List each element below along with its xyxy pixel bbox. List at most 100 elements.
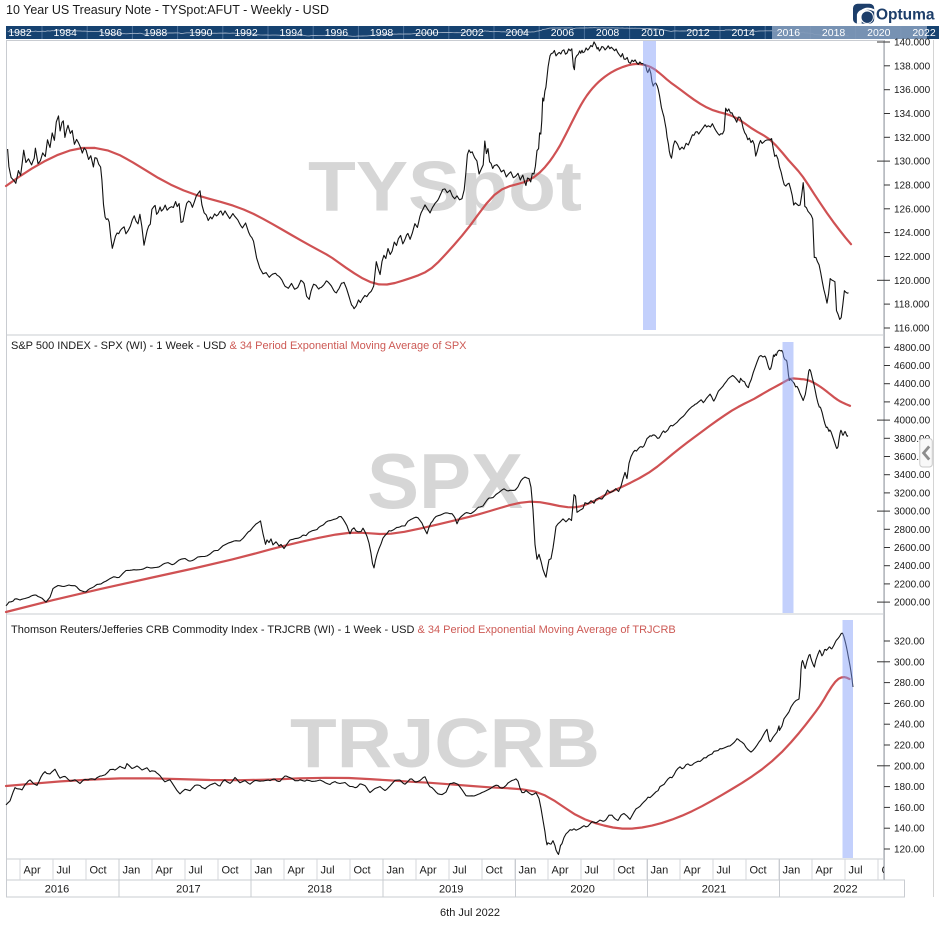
svg-text:1988: 1988: [144, 27, 168, 39]
svg-text:138.000: 138.000: [894, 61, 931, 72]
svg-text:2018: 2018: [822, 27, 846, 39]
svg-text:2000: 2000: [415, 27, 439, 39]
svg-text:Jul: Jul: [717, 865, 731, 877]
svg-text:126.000: 126.000: [894, 204, 931, 215]
svg-text:Oct: Oct: [882, 865, 899, 877]
svg-text:Jan: Jan: [387, 865, 405, 877]
svg-text:Jan: Jan: [255, 865, 273, 877]
svg-text:Jul: Jul: [57, 865, 71, 877]
svg-text:Jan: Jan: [783, 865, 801, 877]
svg-text:2016: 2016: [777, 27, 801, 39]
svg-text:Jul: Jul: [585, 865, 599, 877]
svg-text:S&P 500 INDEX - SPX (WI) - 1 W: S&P 500 INDEX - SPX (WI) - 1 Week - USD …: [11, 340, 467, 352]
svg-text:Jan: Jan: [519, 865, 537, 877]
svg-text:Jul: Jul: [453, 865, 467, 877]
svg-text:Oct: Oct: [222, 865, 239, 877]
svg-text:2012: 2012: [686, 27, 710, 39]
svg-text:200.00: 200.00: [894, 761, 925, 772]
svg-text:TRJCRB: TRJCRB: [290, 704, 600, 782]
svg-text:1982: 1982: [8, 27, 32, 39]
svg-text:1996: 1996: [325, 27, 349, 39]
svg-text:Oct: Oct: [750, 865, 767, 877]
svg-text:2000.00: 2000.00: [894, 598, 931, 609]
svg-text:120.00: 120.00: [894, 845, 925, 856]
svg-text:Jan: Jan: [651, 865, 669, 877]
svg-text:Thomson Reuters/Jefferies CRB: Thomson Reuters/Jefferies CRB Commodity …: [11, 624, 676, 636]
svg-text:140.00: 140.00: [894, 824, 925, 835]
svg-text:Apr: Apr: [552, 865, 569, 877]
svg-text:2019: 2019: [439, 884, 463, 896]
svg-text:4000.00: 4000.00: [894, 416, 931, 427]
svg-text:2006: 2006: [551, 27, 575, 39]
svg-text:Apr: Apr: [420, 865, 437, 877]
svg-text:2800.00: 2800.00: [894, 525, 931, 536]
svg-text:Oct: Oct: [354, 865, 371, 877]
svg-text:Jul: Jul: [321, 865, 335, 877]
svg-text:3400.00: 3400.00: [894, 470, 931, 481]
svg-text:3200.00: 3200.00: [894, 488, 931, 499]
svg-text:280.00: 280.00: [894, 678, 925, 689]
svg-text:10 Year US Treasury Note - TYS: 10 Year US Treasury Note - TYSpot:AFUT -…: [6, 3, 329, 17]
svg-text:240.00: 240.00: [894, 720, 925, 731]
svg-text:1998: 1998: [370, 27, 394, 39]
svg-text:2022: 2022: [912, 27, 936, 39]
svg-text:2200.00: 2200.00: [894, 579, 931, 590]
svg-text:Apr: Apr: [288, 865, 305, 877]
svg-text:2400.00: 2400.00: [894, 561, 931, 572]
svg-text:300.00: 300.00: [894, 657, 925, 668]
svg-text:TYSpot: TYSpot: [308, 147, 582, 226]
svg-text:4200.00: 4200.00: [894, 397, 931, 408]
svg-text:Apr: Apr: [156, 865, 173, 877]
svg-text:2017: 2017: [176, 884, 200, 896]
svg-text:1994: 1994: [280, 27, 304, 39]
svg-text:1990: 1990: [189, 27, 213, 39]
svg-text:1986: 1986: [99, 27, 123, 39]
svg-text:180.00: 180.00: [894, 782, 925, 793]
svg-text:2022: 2022: [833, 884, 857, 896]
svg-text:4400.00: 4400.00: [894, 379, 931, 390]
svg-text:140.000: 140.000: [894, 38, 931, 49]
svg-text:2020: 2020: [570, 884, 594, 896]
svg-text:Apr: Apr: [684, 865, 701, 877]
svg-text:6th Jul 2022: 6th Jul 2022: [440, 907, 500, 919]
svg-text:320.00: 320.00: [894, 637, 925, 648]
svg-text:2016: 2016: [45, 884, 69, 896]
svg-text:Apr: Apr: [24, 865, 41, 877]
svg-text:134.000: 134.000: [894, 109, 931, 120]
svg-text:220.00: 220.00: [894, 741, 925, 752]
svg-text:2010: 2010: [641, 27, 665, 39]
svg-text:Jul: Jul: [189, 865, 203, 877]
svg-text:122.000: 122.000: [894, 252, 931, 263]
svg-text:SPX: SPX: [367, 437, 523, 525]
svg-text:124.000: 124.000: [894, 228, 931, 239]
svg-text:2002: 2002: [460, 27, 484, 39]
svg-text:2008: 2008: [596, 27, 620, 39]
svg-text:2004: 2004: [506, 27, 530, 39]
svg-text:Optuma: Optuma: [876, 6, 935, 23]
svg-text:2020: 2020: [867, 27, 891, 39]
svg-text:Oct: Oct: [486, 865, 503, 877]
svg-text:Jul: Jul: [849, 865, 863, 877]
svg-text:1984: 1984: [54, 27, 78, 39]
svg-text:132.000: 132.000: [894, 133, 931, 144]
svg-text:2018: 2018: [308, 884, 332, 896]
svg-text:130.000: 130.000: [894, 157, 931, 168]
svg-text:128.000: 128.000: [894, 181, 931, 192]
svg-text:260.00: 260.00: [894, 699, 925, 710]
svg-text:118.000: 118.000: [894, 300, 930, 311]
svg-text:Oct: Oct: [618, 865, 635, 877]
svg-text:1992: 1992: [234, 27, 258, 39]
svg-text:3800.00: 3800.00: [894, 434, 931, 445]
svg-text:120.000: 120.000: [894, 276, 931, 287]
svg-text:136.000: 136.000: [894, 85, 931, 96]
svg-text:160.00: 160.00: [894, 803, 925, 814]
svg-text:3000.00: 3000.00: [894, 507, 931, 518]
svg-text:4600.00: 4600.00: [894, 361, 931, 372]
svg-text:2600.00: 2600.00: [894, 543, 931, 554]
svg-text:2021: 2021: [702, 884, 726, 896]
svg-text:Jan: Jan: [123, 865, 141, 877]
svg-text:Oct: Oct: [90, 865, 107, 877]
svg-text:116.000: 116.000: [894, 324, 930, 335]
svg-text:3600.00: 3600.00: [894, 452, 931, 463]
svg-text:Apr: Apr: [816, 865, 833, 877]
